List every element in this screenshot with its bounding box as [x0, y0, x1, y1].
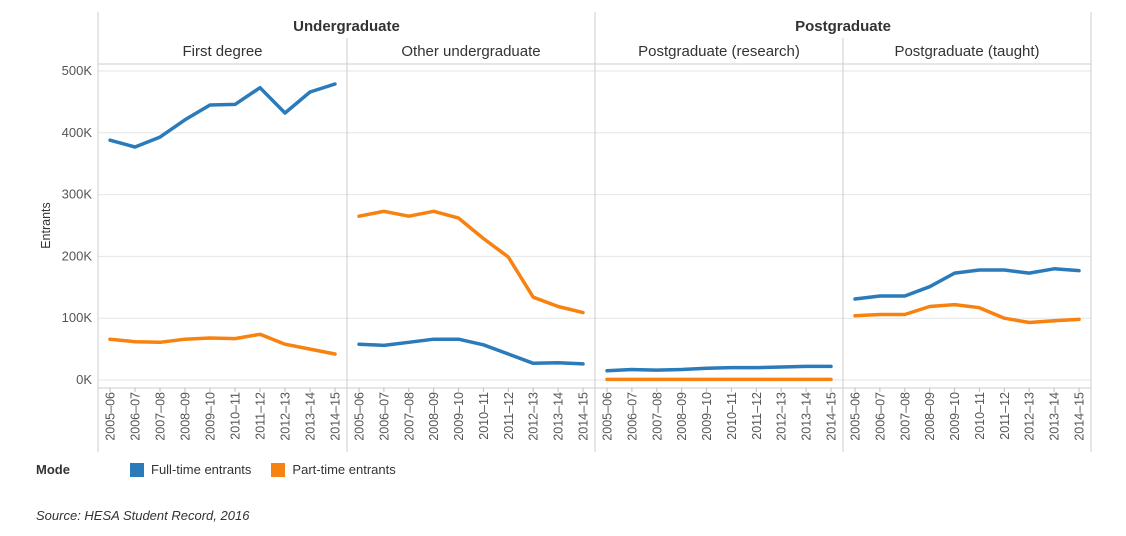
- y-tick-label: 200K: [62, 248, 93, 263]
- series-line-postgraduate-taught-part-time-entrants: [853, 302, 1081, 325]
- series-line-postgraduate-research-full-time-entrants: [605, 364, 833, 373]
- series-line-first-degree-full-time-entrants: [108, 82, 337, 149]
- panel-dividers: [97, 12, 1092, 452]
- series-line-first-degree-part-time-entrants: [108, 332, 337, 356]
- x-tick-label: 2005–06: [104, 392, 118, 441]
- panel-title-postgraduate-research: Postgraduate (research): [638, 43, 800, 60]
- x-tick-label: 2009–10: [204, 392, 218, 441]
- x-tick-label: 2008–09: [675, 392, 689, 441]
- x-tick-label: 2005–06: [601, 392, 615, 441]
- legend-label-part-time: Part-time entrants: [292, 462, 396, 477]
- source-note: Source: HESA Student Record, 2016: [36, 508, 250, 523]
- x-tick-label: 2005–06: [849, 392, 863, 441]
- x-tick-label: 2010–11: [725, 392, 739, 440]
- x-tick-label: 2008–09: [923, 392, 937, 441]
- x-tick-label: 2006–07: [377, 392, 391, 441]
- legend-title: Mode: [36, 462, 70, 477]
- x-tick-label: 2007–08: [650, 392, 664, 441]
- y-axis: 0K 100K 200K 300K 400K 500K Entrants: [39, 63, 92, 387]
- panel-headers: Undergraduate Postgraduate First degree Oth…: [182, 18, 1039, 60]
- x-tick-label: 2014–15: [577, 392, 591, 441]
- legend-label-full-time: Full-time entrants: [151, 462, 252, 477]
- panel-title-other-undergraduate: Other undergraduate: [401, 43, 540, 60]
- group-title-undergraduate: Undergraduate: [293, 18, 400, 35]
- x-tick-label: 2010–11: [973, 392, 987, 440]
- x-tick-label: 2006–07: [129, 392, 143, 441]
- group-title-postgraduate: Postgraduate: [795, 18, 891, 35]
- x-tick-label: 2014–15: [329, 392, 343, 441]
- legend-item-full-time[interactable]: Full-time entrants: [130, 462, 251, 477]
- y-tick-label: 300K: [62, 187, 93, 202]
- x-tick-label: 2014–15: [1073, 392, 1087, 441]
- x-tick-label: 2011–12: [998, 392, 1012, 440]
- x-tick-label: 2010–11: [229, 392, 243, 440]
- x-tick-label: 2006–07: [873, 392, 887, 441]
- x-tick-label: 2009–10: [700, 392, 714, 441]
- series-lines: [108, 82, 1081, 382]
- y-tick-label: 500K: [62, 63, 93, 78]
- series-line-other-undergraduate-part-time-entrants: [357, 209, 585, 315]
- x-tick-label: 2013–14: [1048, 392, 1062, 441]
- x-tick-label: 2005–06: [353, 392, 367, 441]
- series-line-postgraduate-taught-full-time-entrants: [853, 267, 1081, 301]
- x-axis: 2005–06 2006–07 2007–08 2008–09 2009–10 2010–…: [104, 388, 1087, 441]
- x-tick-label: 2012–13: [1023, 392, 1037, 441]
- x-tick-label: 2012–13: [527, 392, 541, 441]
- series-line-other-undergraduate-full-time-entrants: [357, 337, 585, 366]
- x-tick-label: 2012–13: [279, 392, 293, 441]
- x-tick-label: 2008–09: [179, 392, 193, 441]
- x-tick-label: 2012–13: [775, 392, 789, 441]
- x-tick-label: 2008–09: [427, 392, 441, 441]
- x-tick-label: 2014–15: [825, 392, 839, 441]
- y-tick-label: 400K: [62, 125, 93, 140]
- panel-title-postgraduate-taught: Postgraduate (taught): [894, 43, 1039, 60]
- legend-swatch-full-time: [130, 462, 144, 477]
- x-tick-label: 2007–08: [154, 392, 168, 441]
- x-tick-label: 2011–12: [502, 392, 516, 440]
- x-tick-label: 2007–08: [402, 392, 416, 441]
- x-tick-label: 2013–14: [304, 392, 318, 441]
- x-tick-label: 2009–10: [948, 392, 962, 441]
- line-chart: Undergraduate Postgraduate First degree Oth…: [39, 12, 1092, 452]
- x-tick-label: 2009–10: [452, 392, 466, 441]
- legend-swatch-part-time: [271, 462, 286, 477]
- legend: Mode Full-time entrants Part-time entran…: [36, 462, 416, 477]
- x-tick-label: 2010–11: [477, 392, 491, 440]
- y-axis-title: Entrants: [39, 202, 53, 249]
- legend-item-part-time[interactable]: Part-time entrants: [271, 462, 396, 477]
- x-tick-label: 2013–14: [552, 392, 566, 441]
- x-tick-label: 2006–07: [625, 392, 639, 441]
- x-tick-label: 2013–14: [800, 392, 814, 441]
- x-tick-label: 2011–12: [254, 392, 268, 440]
- x-tick-label: 2007–08: [898, 392, 912, 441]
- x-tick-label: 2011–12: [750, 392, 764, 440]
- y-tick-label: 0K: [76, 372, 92, 387]
- y-tick-label: 100K: [62, 310, 93, 325]
- panel-title-first-degree: First degree: [182, 43, 262, 60]
